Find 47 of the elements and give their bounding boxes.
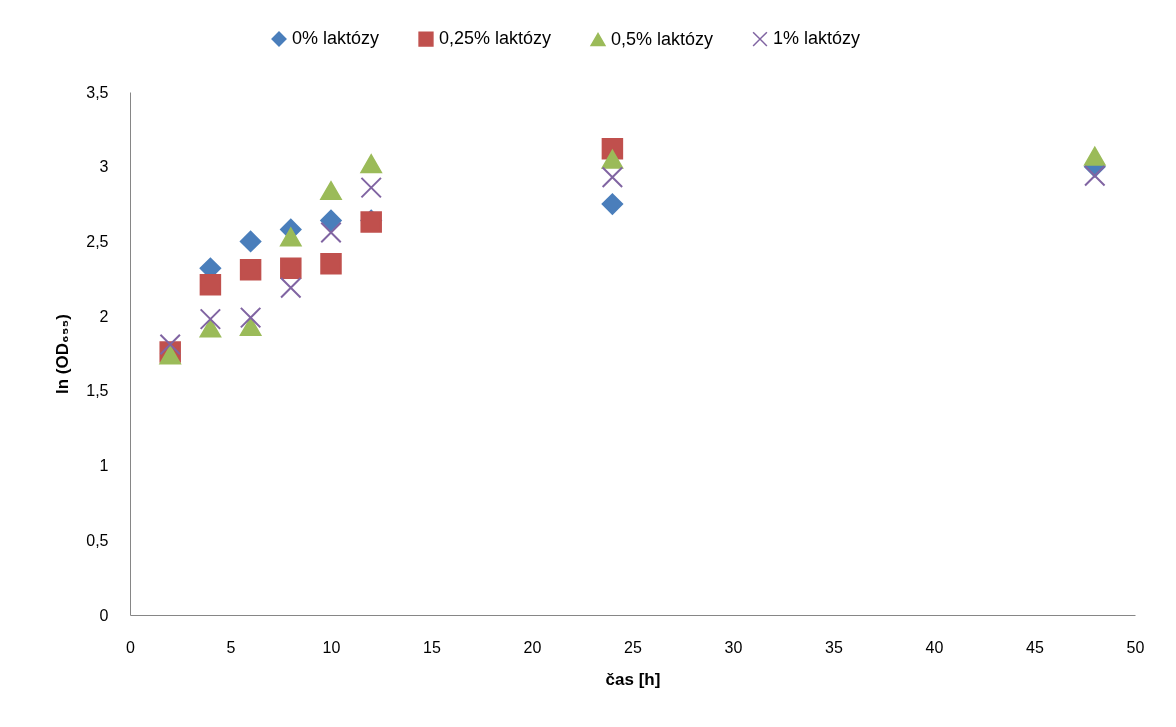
point (239, 317, 262, 337)
point (159, 333, 181, 356)
point (239, 306, 262, 329)
x-tick-label: 30 (724, 638, 743, 656)
point (360, 176, 382, 199)
x-tick-label: 20 (523, 638, 542, 656)
y-tick-label: 0,5 (86, 531, 109, 549)
y-tick-label: 1,5 (86, 382, 109, 400)
y-tick-label: 2,5 (86, 232, 109, 250)
x-tick-label: 0 (126, 638, 136, 656)
point (239, 259, 262, 281)
y-tick-label: 1 (99, 457, 109, 475)
y-axis-title: ln (OD₆₅₅) (53, 314, 73, 394)
point (320, 209, 342, 232)
point (280, 277, 302, 299)
x-tick-label: 50 (1126, 638, 1145, 656)
point (280, 227, 302, 247)
legend-label: 0% laktózy (292, 28, 380, 49)
x-tick-label: 15 (423, 638, 441, 656)
x-tick-label: 10 (322, 638, 341, 656)
point (601, 149, 624, 169)
point (320, 253, 342, 275)
point (320, 181, 342, 201)
point (1084, 146, 1106, 166)
y-tick-label: 0 (99, 606, 109, 624)
point (1084, 164, 1106, 187)
point (320, 221, 342, 244)
legend-label: 0,25% laktózy (439, 28, 552, 49)
x-tick-label: 40 (925, 638, 944, 656)
x-tick-label: 35 (825, 638, 843, 656)
point (199, 318, 222, 338)
legend-label: 1% laktózy (773, 28, 861, 49)
x-tick-label: 5 (226, 638, 236, 656)
point (601, 193, 624, 215)
point (199, 308, 222, 330)
legend-label: 0,5% laktózy (611, 28, 714, 49)
y-tick-label: 2 (99, 307, 109, 325)
y-tick-label: 3,5 (86, 83, 109, 101)
x-tick-label: 25 (624, 638, 642, 656)
point (239, 230, 262, 253)
point (360, 154, 382, 174)
point (280, 257, 302, 280)
x-tick-label: 45 (1026, 638, 1044, 656)
point (601, 166, 624, 188)
point (199, 274, 222, 296)
x-axis-title: čas [h] (605, 669, 661, 689)
y-tick-label: 3 (99, 158, 109, 176)
